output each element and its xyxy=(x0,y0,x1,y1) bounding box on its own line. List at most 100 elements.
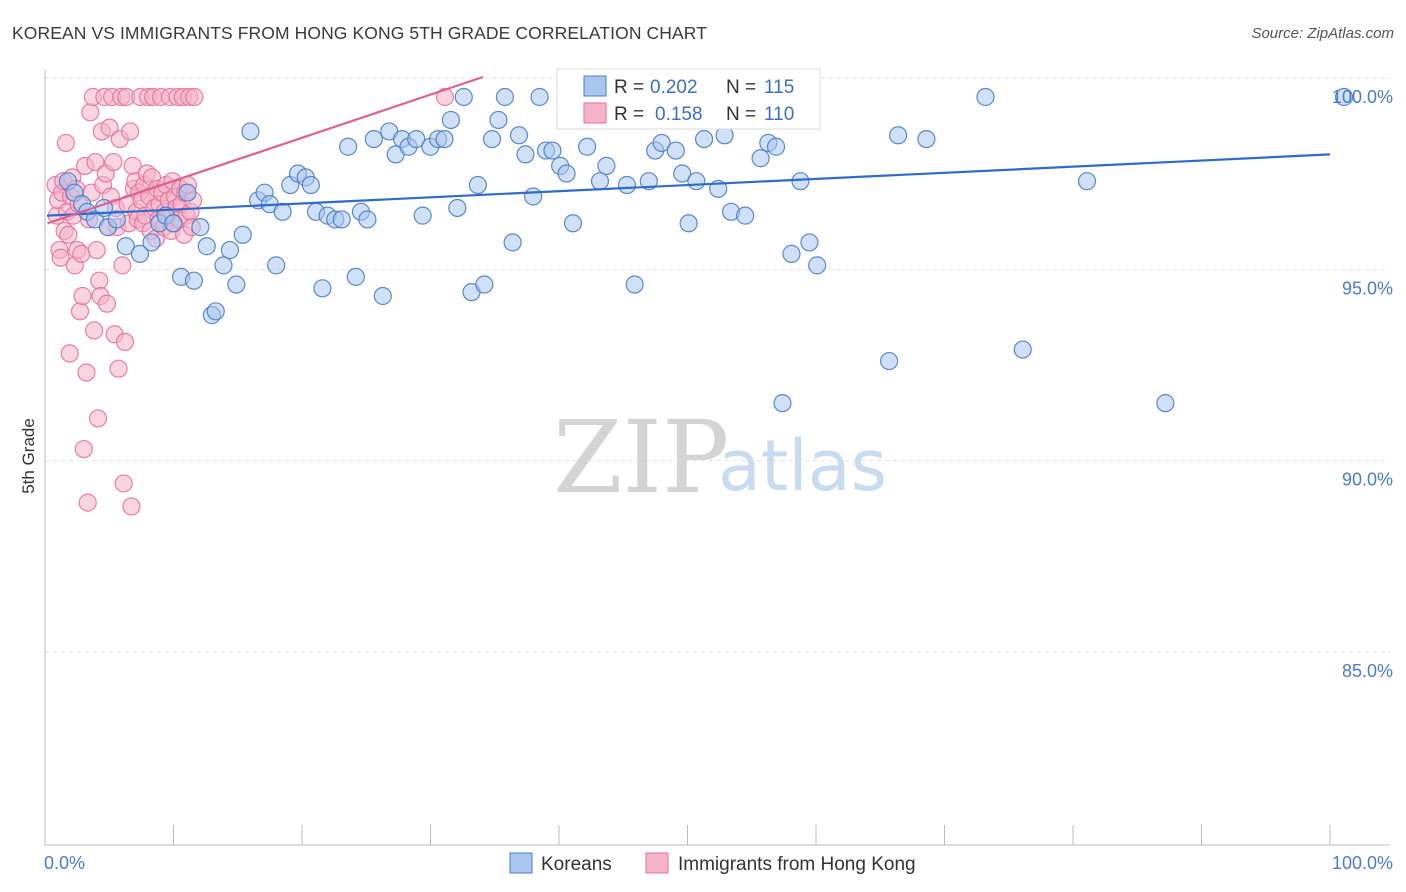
data-point xyxy=(115,332,135,352)
legend-n-value-2: 110 xyxy=(764,104,794,125)
series-legend: Koreans Immigrants from Hong Kong xyxy=(509,852,916,875)
trend-line-koreans xyxy=(46,153,1331,217)
data-point xyxy=(114,474,133,493)
data-point xyxy=(475,275,494,294)
legend-r-label-1: R = xyxy=(614,77,644,98)
data-point xyxy=(773,394,792,413)
data-point xyxy=(184,271,204,290)
x-tick-label-end: 100.0% xyxy=(1332,853,1393,873)
data-point xyxy=(563,214,583,233)
data-point xyxy=(673,164,692,183)
data-point xyxy=(109,359,128,378)
data-point xyxy=(736,206,755,225)
trend-line-hong-kong xyxy=(47,75,484,225)
data-point xyxy=(495,87,514,107)
chart-title: KOREAN VS IMMIGRANTS FROM HONG KONG 5TH … xyxy=(12,23,708,43)
y-tick-label: 90.0% xyxy=(1342,470,1393,490)
data-point xyxy=(73,286,92,306)
data-point xyxy=(197,237,216,256)
data-point xyxy=(85,321,104,340)
data-point xyxy=(679,214,698,233)
trend-lines xyxy=(46,75,1331,225)
data-point xyxy=(97,294,117,313)
watermark-zip: ZIP xyxy=(553,399,729,516)
data-point xyxy=(214,256,233,275)
data-point xyxy=(301,175,320,195)
legend-r-value-2: 0.158 xyxy=(655,104,703,125)
data-point xyxy=(241,122,260,141)
legend-swatch-hong-kong xyxy=(583,102,607,124)
data-point xyxy=(364,129,383,149)
data-point xyxy=(142,233,161,252)
data-point xyxy=(917,129,936,149)
x-tick-label-start: 0.0% xyxy=(44,853,85,873)
data-point xyxy=(454,87,473,107)
data-point xyxy=(313,279,332,298)
data-point xyxy=(191,218,210,237)
data-point xyxy=(468,175,488,195)
data-point xyxy=(267,256,286,275)
data-point xyxy=(358,210,377,229)
y-axis-label: 5th Grade xyxy=(19,418,38,494)
data-point xyxy=(808,256,827,275)
data-point xyxy=(652,133,671,153)
data-point xyxy=(448,198,467,218)
data-point xyxy=(889,126,908,145)
data-point xyxy=(90,271,109,290)
data-point xyxy=(751,149,770,168)
data-point xyxy=(766,137,786,156)
legend-marker-koreans xyxy=(509,852,533,874)
data-point xyxy=(74,439,93,459)
axes xyxy=(44,70,1390,846)
data-point xyxy=(332,210,351,229)
data-point xyxy=(694,129,714,149)
data-point xyxy=(791,172,810,191)
data-point xyxy=(407,129,426,149)
series-koreans-points xyxy=(58,87,1354,413)
source-label: Source: ZipAtlas.com xyxy=(1251,25,1394,42)
data-point xyxy=(516,145,535,164)
data-point xyxy=(597,156,616,175)
legend-label-koreans: Koreans xyxy=(541,854,612,875)
data-point xyxy=(220,240,240,260)
data-point xyxy=(625,275,644,294)
data-point xyxy=(1334,87,1354,107)
stats-legend: R = 0.202 N = 115 R = 0.158 N = 110 xyxy=(556,68,821,130)
legend-label-hong-kong: Immigrants from Hong Kong xyxy=(678,854,916,875)
data-point xyxy=(435,129,454,149)
data-point xyxy=(435,87,455,107)
legend-swatch-koreans xyxy=(583,75,607,97)
x-tick-labels: 0.0% 100.0% xyxy=(44,853,1393,873)
data-point xyxy=(100,118,119,137)
data-point xyxy=(413,206,432,225)
data-point xyxy=(782,244,801,263)
data-point xyxy=(543,141,562,160)
legend-marker-hong-kong xyxy=(645,852,669,874)
data-point xyxy=(1013,340,1032,359)
data-point xyxy=(273,202,292,221)
data-point xyxy=(1156,394,1175,413)
data-point xyxy=(122,497,141,516)
data-point xyxy=(557,164,576,183)
data-point xyxy=(880,351,899,371)
data-point xyxy=(178,183,197,202)
y-tick-label: 95.0% xyxy=(1342,278,1393,298)
grid-lines xyxy=(45,77,1390,653)
legend-n-label-2: N = xyxy=(726,104,756,125)
data-point xyxy=(489,110,508,130)
data-point xyxy=(206,302,225,321)
data-point xyxy=(617,175,637,195)
data-point xyxy=(87,240,106,260)
data-point xyxy=(503,233,522,252)
data-point xyxy=(116,237,135,256)
data-point xyxy=(373,286,392,306)
data-point xyxy=(441,110,461,130)
data-point xyxy=(227,275,246,294)
data-point xyxy=(72,244,91,263)
data-point xyxy=(346,267,365,286)
data-point xyxy=(77,363,96,382)
legend-n-label-1: N = xyxy=(726,77,756,98)
legend-r-label-2: R = xyxy=(614,104,644,125)
data-point xyxy=(51,248,70,267)
